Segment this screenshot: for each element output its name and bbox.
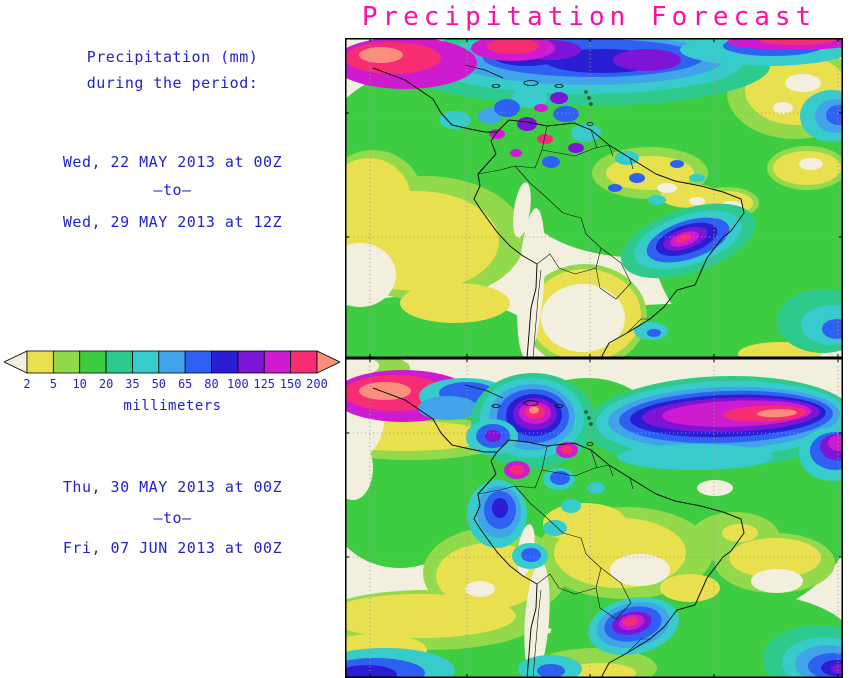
legend-cell: [237, 350, 265, 374]
legend-heading-line2: during the period:: [86, 74, 259, 92]
legend-tick: 80: [204, 377, 219, 391]
map-frame: [345, 38, 843, 358]
period2-end: Fri, 07 JUN 2013 at 00Z: [62, 539, 283, 557]
legend-cell: [211, 350, 239, 374]
period1-separator: –to–: [153, 181, 192, 199]
legend-cells: [26, 350, 318, 374]
period1-end: Wed, 29 MAY 2013 at 12Z: [62, 213, 283, 231]
legend-cell: [132, 350, 160, 374]
legend-cell: [290, 350, 318, 374]
map-frame: [345, 358, 843, 678]
legend-tick: 100: [227, 377, 249, 391]
legend-tick: 50: [151, 377, 167, 391]
legend-tick: 10: [72, 377, 87, 391]
legend-tick: 35: [125, 377, 140, 391]
legend-tip-left: [3, 350, 28, 374]
legend-tick: 65: [177, 377, 193, 391]
legend-cell: [26, 350, 54, 374]
legend-unit-label: millimeters: [123, 398, 222, 414]
legend-tick-row: 2 5 10 20 35 50 65 80 100 125 150 200: [4, 377, 340, 392]
legend-tick: 150: [279, 377, 302, 391]
color-scale-legend: [3, 349, 341, 375]
legend-cell: [79, 350, 107, 374]
legend-cell: [184, 350, 212, 374]
legend-tick: 2: [23, 377, 31, 391]
legend-cell: [263, 350, 292, 374]
page-title: Precipitation Forecast: [361, 2, 817, 32]
legend-cell: [158, 350, 186, 374]
forecast-map-period1: [345, 38, 843, 358]
legend-tick: 20: [98, 377, 114, 391]
legend-tip-right: [316, 350, 341, 374]
legend-cell: [52, 350, 81, 374]
legend-cell: [105, 350, 133, 374]
period1-start: Wed, 22 MAY 2013 at 00Z: [62, 153, 283, 171]
legend-heading-line1: Precipitation (mm): [86, 48, 259, 66]
period2-separator: –to–: [153, 509, 192, 527]
precipitation-field-period1: [345, 38, 843, 358]
precipitation-field-period2: [345, 358, 843, 678]
period2-start: Thu, 30 MAY 2013 at 00Z: [62, 478, 283, 496]
legend-tick: 200: [306, 377, 328, 391]
color-scale-bar: [3, 350, 341, 374]
forecast-map-period2: [345, 358, 843, 678]
legend-tick: 5: [49, 377, 57, 391]
legend-tick: 125: [253, 377, 276, 391]
